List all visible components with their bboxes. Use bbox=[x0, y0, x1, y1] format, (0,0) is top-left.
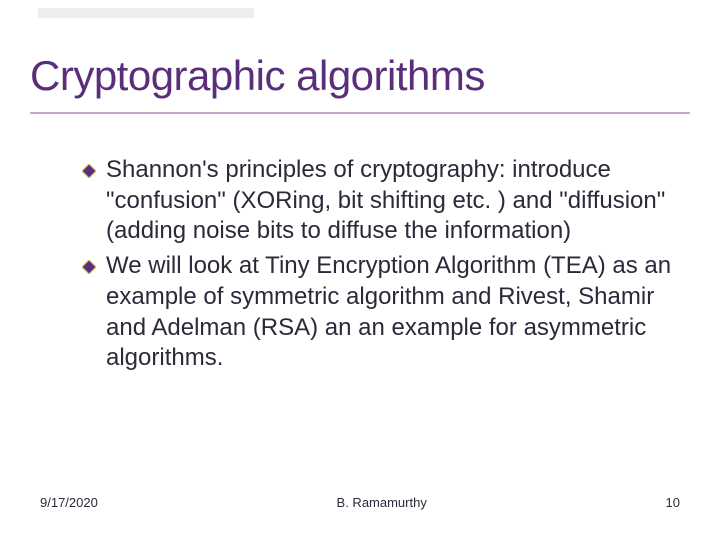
slide-body: Shannon's principles of cryptography: in… bbox=[82, 155, 680, 378]
title-underline bbox=[30, 112, 690, 114]
footer-author: B. Ramamurthy bbox=[98, 495, 666, 510]
bullet-item: We will look at Tiny Encryption Algorith… bbox=[82, 251, 680, 374]
bullet-text: We will look at Tiny Encryption Algorith… bbox=[106, 251, 680, 374]
slide: Cryptographic algorithms Shannon's princ… bbox=[0, 0, 720, 540]
decorative-shadow bbox=[38, 8, 254, 18]
bullet-text: Shannon's principles of cryptography: in… bbox=[106, 155, 680, 247]
footer-date: 9/17/2020 bbox=[40, 495, 98, 510]
slide-footer: 9/17/2020 B. Ramamurthy 10 bbox=[40, 495, 680, 510]
diamond-bullet-icon bbox=[82, 164, 96, 178]
slide-title: Cryptographic algorithms bbox=[30, 52, 690, 100]
bullet-item: Shannon's principles of cryptography: in… bbox=[82, 155, 680, 247]
diamond-bullet-icon bbox=[82, 260, 96, 274]
footer-page: 10 bbox=[666, 495, 680, 510]
